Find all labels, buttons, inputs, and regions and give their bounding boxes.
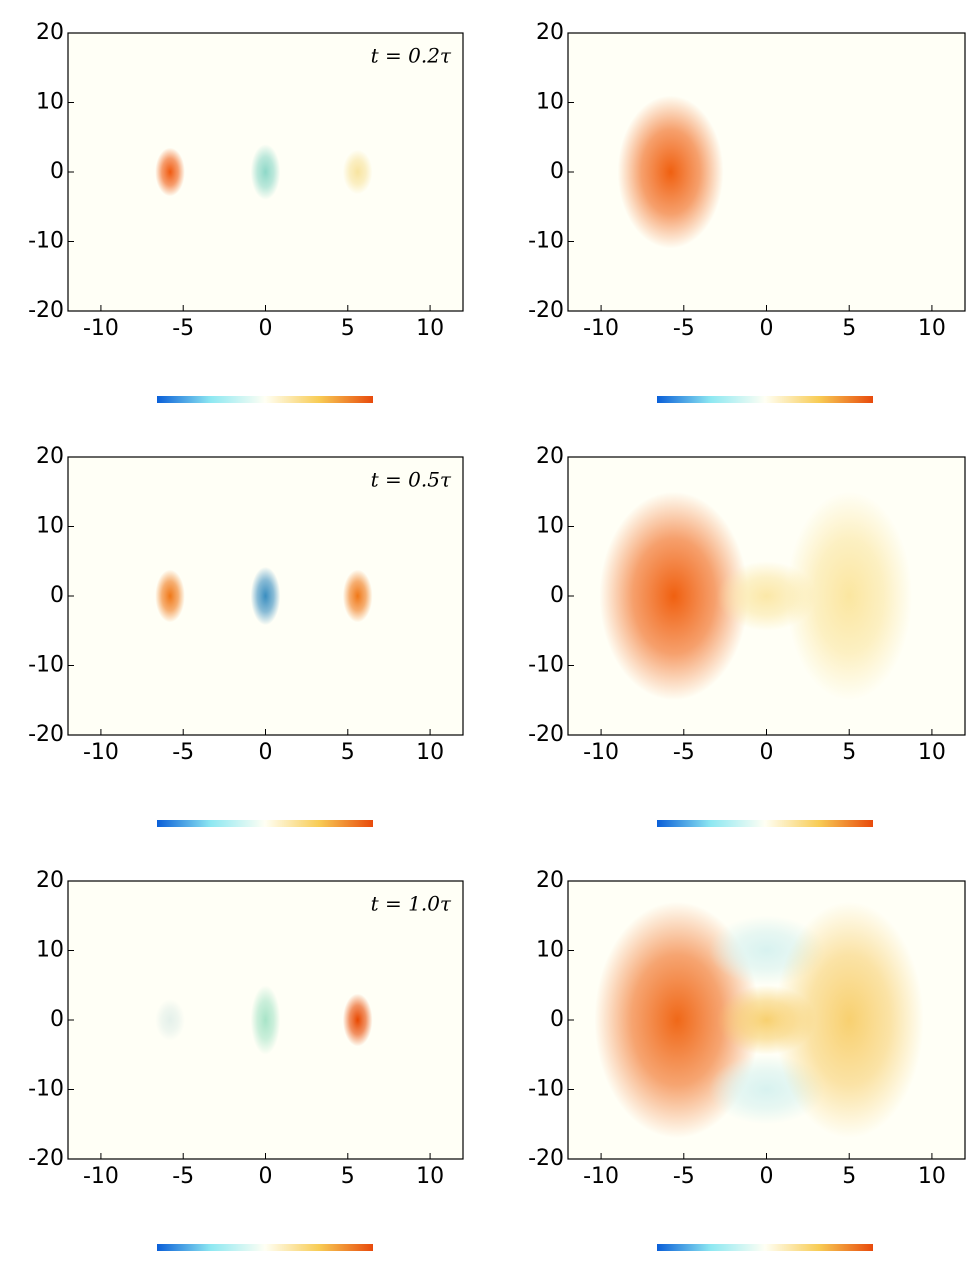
x-tick-label: -10	[83, 1164, 119, 1189]
colorbar	[157, 1244, 373, 1251]
density-blob	[250, 144, 281, 200]
y-tick-label: 0	[50, 159, 64, 184]
y-tick-label: -20	[528, 722, 564, 747]
y-tick-label: -10	[528, 229, 564, 254]
density-blob	[155, 147, 185, 197]
y-tick-label: 20	[536, 20, 564, 45]
density-blob	[342, 149, 373, 195]
x-tick-label: -5	[172, 740, 194, 765]
y-tick-label: 0	[50, 583, 64, 608]
y-tick-label: 20	[36, 20, 64, 45]
y-tick-label: 10	[36, 938, 64, 963]
time-annotation: t = 1.0τ	[371, 892, 452, 916]
y-tick-label: -10	[28, 1077, 64, 1102]
density-blob	[250, 985, 281, 1055]
y-tick-label: 20	[36, 444, 64, 469]
density-blob	[599, 491, 749, 701]
x-tick-label: 5	[341, 1164, 355, 1189]
y-tick-label: -20	[528, 1146, 564, 1171]
y-tick-label: 20	[36, 868, 64, 893]
x-tick-label: 0	[259, 740, 273, 765]
y-tick-label: -20	[28, 298, 64, 323]
y-tick-label: -10	[528, 653, 564, 678]
x-tick-label: 0	[760, 740, 774, 765]
y-tick-label: 10	[536, 514, 564, 539]
x-tick-label: -5	[673, 1164, 695, 1189]
density-blob	[786, 491, 913, 701]
x-tick-label: 10	[918, 316, 946, 341]
colorbar	[657, 1244, 873, 1251]
y-tick-label: -10	[528, 1077, 564, 1102]
density-blob	[155, 569, 185, 623]
y-tick-label: 0	[50, 1007, 64, 1032]
x-tick-label: 10	[918, 1164, 946, 1189]
x-tick-label: 5	[341, 740, 355, 765]
density-blob	[155, 999, 185, 1041]
y-tick-label: -10	[28, 229, 64, 254]
x-tick-label: 5	[341, 316, 355, 341]
density-blob	[342, 569, 373, 623]
y-tick-label: 10	[536, 938, 564, 963]
x-tick-label: -5	[172, 1164, 194, 1189]
x-tick-label: 10	[918, 740, 946, 765]
y-tick-label: 10	[536, 90, 564, 115]
density-blob	[250, 566, 281, 626]
x-tick-label: -5	[673, 740, 695, 765]
density-blob	[617, 95, 724, 249]
y-tick-label: 20	[536, 868, 564, 893]
y-tick-label: 0	[550, 159, 564, 184]
density-blob	[774, 901, 924, 1139]
y-tick-label: 10	[36, 90, 64, 115]
x-tick-label: -10	[583, 740, 619, 765]
y-tick-label: -20	[28, 1146, 64, 1171]
colorbar	[157, 820, 373, 827]
x-tick-label: -10	[83, 316, 119, 341]
y-tick-label: 10	[36, 514, 64, 539]
colorbar	[657, 820, 873, 827]
density-blob	[342, 993, 373, 1047]
x-tick-label: -5	[172, 316, 194, 341]
colorbar	[157, 396, 373, 403]
x-tick-label: 5	[842, 316, 856, 341]
y-tick-label: 20	[536, 444, 564, 469]
x-tick-label: 5	[842, 740, 856, 765]
x-tick-label: 0	[259, 316, 273, 341]
x-tick-label: 0	[760, 316, 774, 341]
y-tick-label: -20	[528, 298, 564, 323]
x-tick-label: 10	[416, 1164, 444, 1189]
y-tick-label: 0	[550, 583, 564, 608]
x-tick-label: -10	[583, 1164, 619, 1189]
y-tick-label: -10	[28, 653, 64, 678]
x-tick-label: -10	[83, 740, 119, 765]
x-tick-label: 0	[259, 1164, 273, 1189]
colorbar	[657, 396, 873, 403]
x-tick-label: 0	[760, 1164, 774, 1189]
x-tick-label: -10	[583, 316, 619, 341]
y-tick-label: -20	[28, 722, 64, 747]
time-annotation: t = 0.5τ	[371, 468, 452, 492]
x-tick-label: 10	[416, 316, 444, 341]
y-tick-label: 0	[550, 1007, 564, 1032]
x-tick-label: 5	[842, 1164, 856, 1189]
x-tick-label: -5	[673, 316, 695, 341]
x-tick-label: 10	[416, 740, 444, 765]
time-annotation: t = 0.2τ	[371, 44, 452, 68]
